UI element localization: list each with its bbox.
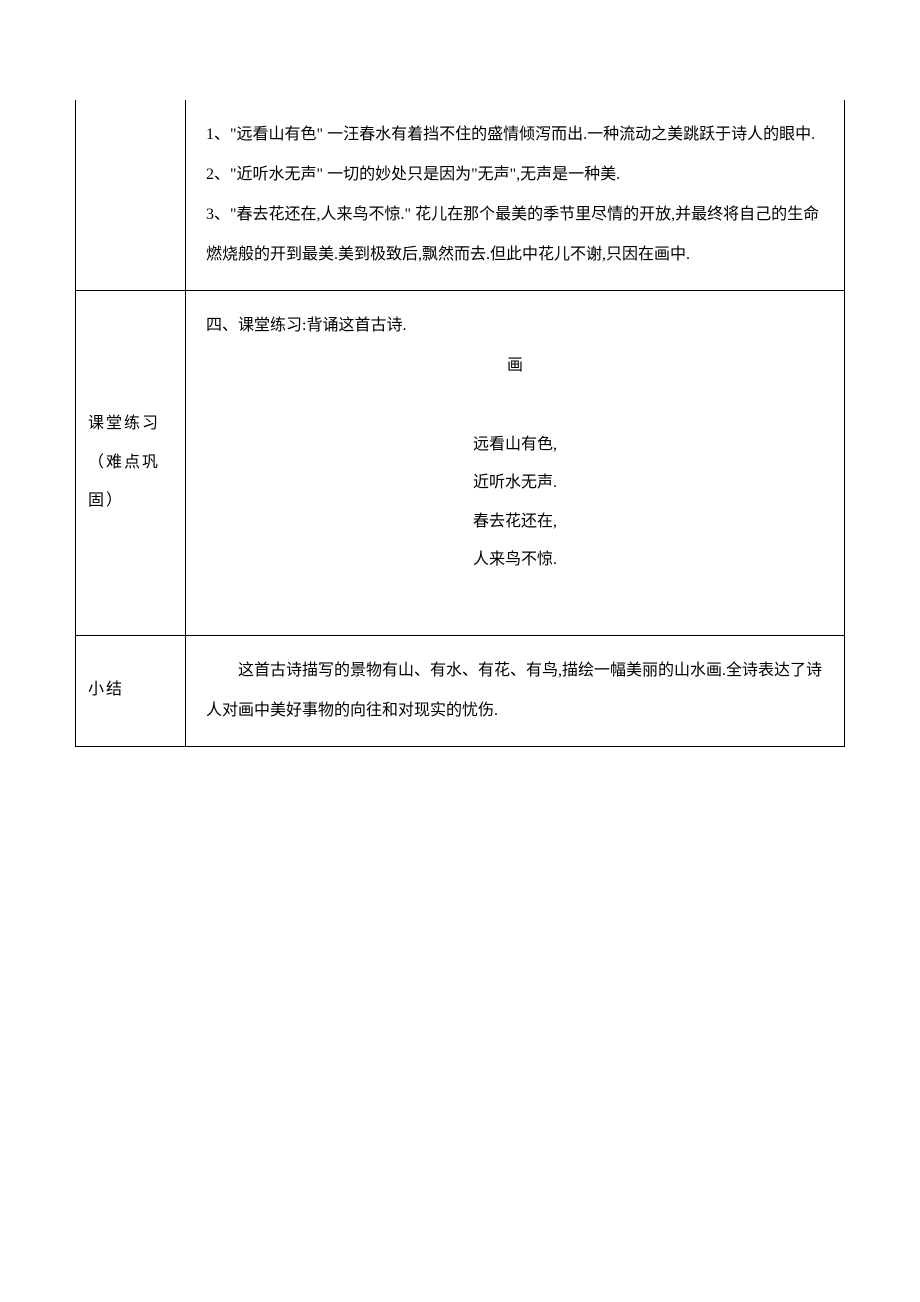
content-line: 2、"近听水无声" 一切的妙处只是因为"无声",无声是一种美. [206, 155, 824, 195]
content-line: 四、课堂练习:背诵这首古诗. [206, 306, 824, 346]
content-line [206, 580, 824, 620]
row-content-cell: 1、"远看山有色" 一汪春水有着挡不住的盛情倾泻而出.一种流动之美跳跃于诗人的眼… [186, 100, 845, 291]
content-line: 春去花还在, [206, 503, 824, 541]
lesson-plan-table: 1、"远看山有色" 一汪春水有着挡不住的盛情倾泻而出.一种流动之美跳跃于诗人的眼… [75, 100, 845, 747]
content-line: 3、"春去花还在,人来鸟不惊." 花儿在那个最美的季节里尽情的开放,并最终将自己… [206, 195, 824, 275]
table-row: 课堂练习（难点巩固）四、课堂练习:背诵这首古诗.画 远看山有色,近听水无声.春去… [76, 291, 845, 636]
content-line [206, 386, 824, 426]
content-line: 远看山有色, [206, 426, 824, 464]
table-row: 小结这首古诗描写的景物有山、有水、有花、有鸟,描绘一幅美丽的山水画.全诗表达了诗… [76, 635, 845, 746]
row-label-cell: 课堂练习（难点巩固） [76, 291, 186, 636]
row-label-cell: 小结 [76, 635, 186, 746]
row-label-cell [76, 100, 186, 291]
content-line: 这首古诗描写的景物有山、有水、有花、有鸟,描绘一幅美丽的山水画.全诗表达了诗人对… [206, 651, 824, 731]
table-body: 1、"远看山有色" 一汪春水有着挡不住的盛情倾泻而出.一种流动之美跳跃于诗人的眼… [76, 100, 845, 746]
row-content-cell: 这首古诗描写的景物有山、有水、有花、有鸟,描绘一幅美丽的山水画.全诗表达了诗人对… [186, 635, 845, 746]
content-line: 近听水无声. [206, 464, 824, 502]
content-line: 画 [206, 346, 824, 386]
row-content-cell: 四、课堂练习:背诵这首古诗.画 远看山有色,近听水无声.春去花还在,人来鸟不惊. [186, 291, 845, 636]
content-line: 1、"远看山有色" 一汪春水有着挡不住的盛情倾泻而出.一种流动之美跳跃于诗人的眼… [206, 115, 824, 155]
table-row: 1、"远看山有色" 一汪春水有着挡不住的盛情倾泻而出.一种流动之美跳跃于诗人的眼… [76, 100, 845, 291]
content-line: 人来鸟不惊. [206, 541, 824, 579]
